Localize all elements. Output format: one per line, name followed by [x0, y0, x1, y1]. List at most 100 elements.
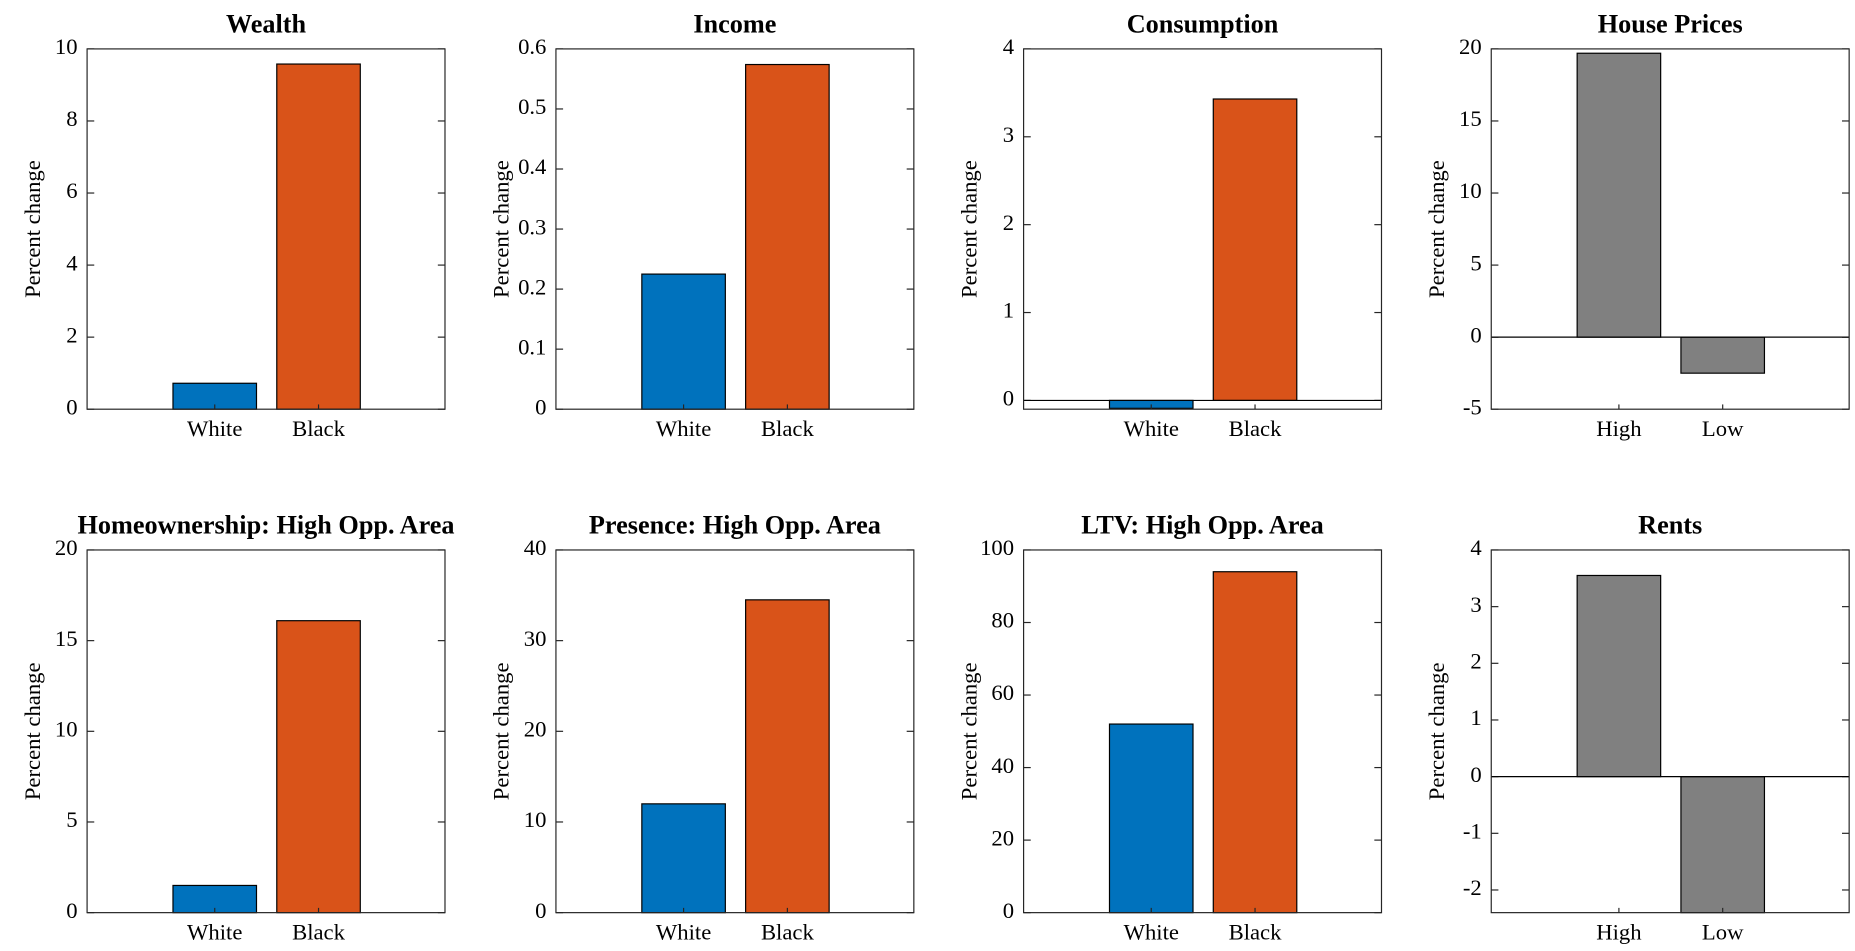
axes-box [1022, 48, 1383, 410]
y-tick-label: 1 [1003, 298, 1014, 323]
y-tick-label: 2 [1470, 649, 1481, 674]
y-tick-label: 15 [1459, 106, 1482, 131]
bar [1212, 571, 1298, 914]
y-tick-label: 0.1 [518, 334, 546, 359]
y-tick-label: 15 [55, 626, 78, 651]
y-tick-label: 20 [55, 535, 78, 560]
axes-box [86, 48, 446, 410]
y-tick-label: 5 [66, 807, 77, 832]
y-tick-label: 6 [66, 178, 77, 203]
chart-title: Wealth [226, 9, 307, 38]
y-tick-label: 0 [66, 898, 77, 923]
axes-background [1023, 549, 1382, 913]
bar [276, 63, 361, 410]
x-tick-label: Black [292, 919, 346, 944]
y-tick-label: 0 [66, 394, 77, 419]
y-tick-label: 10 [524, 807, 547, 832]
x-tick-label: White [1124, 416, 1179, 441]
y-tick-label: 0 [1470, 762, 1481, 787]
axes-background [87, 48, 445, 410]
axes-background [555, 549, 914, 913]
y-tick-label: 20 [1459, 34, 1482, 59]
x-tick-label: Low [1702, 416, 1744, 441]
x-tick-label: Black [761, 919, 815, 944]
axes-background [1023, 48, 1382, 410]
y-tick-label: 0.4 [518, 154, 546, 179]
y-tick-label: 0.2 [518, 274, 546, 299]
bar [1576, 574, 1662, 778]
axes-background [555, 48, 914, 410]
y-tick-label: 0.6 [518, 34, 546, 59]
y-tick-label: 3 [1470, 592, 1481, 617]
x-tick-label: White [1124, 919, 1179, 944]
x-tick-label: White [187, 416, 242, 441]
axes-box [86, 549, 446, 914]
y-tick-label: 20 [991, 825, 1014, 850]
y-tick-label: 10 [1459, 178, 1482, 203]
y-tick-label: 30 [524, 626, 547, 651]
chart-title: LTV: High Opp. Area [1081, 510, 1324, 539]
y-tick-label: 100 [980, 535, 1014, 560]
y-axis-label: Percent change [956, 662, 981, 800]
y-tick-label: 5 [1470, 250, 1481, 275]
y-axis-label: Percent change [956, 160, 981, 298]
y-tick-label: 3 [1003, 122, 1014, 147]
bar [641, 273, 726, 410]
bar [1680, 336, 1766, 374]
chart-title: Income [693, 9, 776, 38]
y-tick-label: 2 [66, 322, 77, 347]
y-tick-label: -5 [1463, 394, 1482, 419]
chart-title: Homeownership: High Opp. Area [78, 510, 455, 539]
y-axis-label: Percent change [20, 662, 45, 800]
chart-title: House Prices [1598, 9, 1743, 38]
y-tick-label: 80 [991, 608, 1014, 633]
x-tick-label: Low [1702, 919, 1744, 944]
axes-box [1490, 48, 1850, 410]
y-tick-label: 0 [535, 898, 546, 923]
y-tick-label: 20 [524, 717, 547, 742]
chart-title: Rents [1638, 510, 1702, 539]
y-tick-label: 0 [1470, 322, 1481, 347]
x-tick-label: Black [1229, 919, 1283, 944]
bar [1212, 98, 1298, 402]
axes-box [555, 48, 915, 410]
y-tick-label: 0 [1003, 386, 1014, 411]
y-axis-label: Percent change [1424, 160, 1449, 298]
axes-background [1491, 48, 1850, 410]
y-tick-label: 0 [1003, 898, 1014, 923]
y-axis-label: Percent change [20, 160, 45, 298]
x-tick-label: White [656, 919, 711, 944]
bar [276, 620, 361, 914]
x-tick-label: White [187, 919, 242, 944]
bar [745, 599, 830, 914]
chart-title: Consumption [1127, 9, 1279, 38]
chart-title: Presence: High Opp. Area [589, 510, 881, 539]
y-tick-label: 4 [1470, 535, 1481, 560]
bar [745, 63, 830, 410]
axes-box [1022, 549, 1383, 914]
bar [641, 803, 726, 914]
y-tick-label: 2 [1003, 210, 1014, 235]
y-tick-label: 60 [991, 680, 1014, 705]
y-axis-label: Percent change [489, 662, 514, 800]
axes-background [87, 549, 445, 913]
axes-box [555, 549, 915, 914]
y-tick-label: -2 [1463, 875, 1482, 900]
y-tick-label: 40 [991, 753, 1014, 778]
y-tick-label: 0.3 [518, 214, 546, 239]
y-tick-label: 1 [1470, 705, 1481, 730]
y-tick-label: 8 [66, 106, 77, 131]
axes-box [1490, 549, 1850, 914]
y-axis-label: Percent change [1424, 662, 1449, 800]
x-tick-label: Black [292, 416, 346, 441]
x-tick-label: Black [1229, 416, 1283, 441]
y-tick-label: 40 [524, 535, 547, 560]
bar [1576, 52, 1662, 338]
y-tick-label: 10 [55, 717, 78, 742]
y-tick-label: 10 [55, 34, 78, 59]
y-tick-label: 4 [1003, 34, 1014, 59]
x-tick-label: High [1596, 919, 1642, 944]
